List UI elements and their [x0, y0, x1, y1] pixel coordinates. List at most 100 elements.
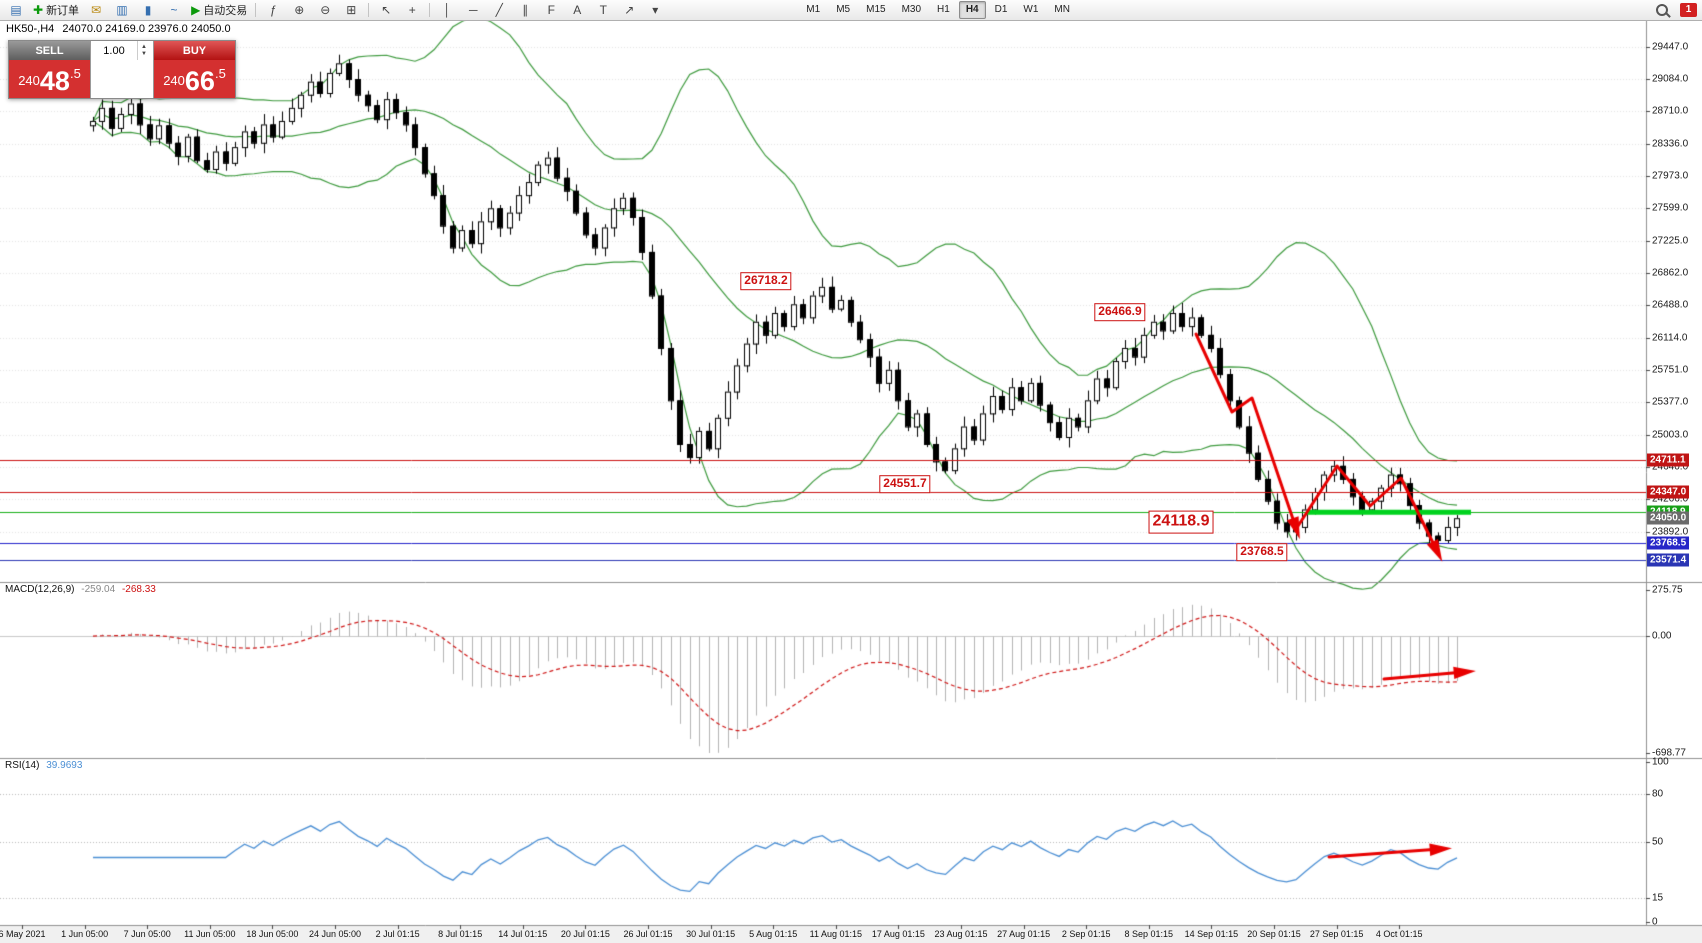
timeframe-MN[interactable]: MN	[1054, 4, 1070, 15]
timeframe-M5[interactable]: M5	[836, 4, 851, 15]
price-annotation[interactable]: 24551.7	[879, 475, 931, 493]
channel-icon[interactable]: ∥	[512, 1, 538, 20]
time-axis-label: 2 Jul 01:15	[375, 929, 420, 939]
fibonacci-icon[interactable]: F	[538, 1, 564, 20]
toolbar-right-group: 1	[1649, 1, 1699, 20]
shapes-dropdown-icon[interactable]: ▾	[642, 1, 668, 20]
tile-windows-icon[interactable]: ⊞	[338, 1, 364, 20]
time-axis-label: 23 Aug 01:15	[934, 929, 988, 939]
buy-price[interactable]: 240 66.5	[154, 60, 235, 98]
autotrading-icon: ▶	[191, 3, 201, 17]
buy-button[interactable]: BUY	[154, 41, 235, 60]
toolbar-separator	[255, 3, 257, 17]
history-center-icon[interactable]: ✉	[83, 1, 109, 20]
candlestick-mode-icon: ▮	[144, 3, 152, 17]
rsi-scale-label: 0	[1652, 916, 1658, 928]
new-chart-icon: ▤	[10, 3, 22, 17]
candlestick-mode-icon[interactable]: ▮	[135, 1, 161, 20]
search-icon[interactable]	[1649, 1, 1675, 20]
price-axis-tick: 28336.0	[1652, 138, 1689, 150]
timeframe-M30[interactable]: M30	[901, 4, 922, 15]
rsi-scale-label: 50	[1652, 836, 1664, 848]
time-axis-label: 24 Jun 05:00	[308, 929, 362, 939]
price-axis-tick: 25377.0	[1652, 396, 1689, 408]
timeframe-group: M1 M5 M15 M30 H1 H4 D1 W1 MN	[798, 1, 1078, 19]
timeframe-M15[interactable]: M15	[866, 4, 886, 15]
new-chart-icon[interactable]: ▤	[3, 1, 29, 20]
time-axis-label: 26 Jul 01:15	[623, 929, 673, 939]
price-axis-tick: 27225.0	[1652, 235, 1689, 247]
timeframe-M1[interactable]: M1	[806, 4, 821, 15]
new-order-icon: ✚	[33, 3, 44, 17]
price-digits: .5	[69, 66, 81, 81]
new-order-button-label: 新订单	[46, 5, 80, 17]
volume-up-icon[interactable]: ▲	[141, 43, 147, 50]
price-axis-tick: 26114.0	[1652, 332, 1688, 344]
price-axis-tick: 24266.0	[1652, 493, 1689, 505]
line-chart-mode-icon[interactable]: ~	[161, 1, 187, 20]
arrows-tool-icon[interactable]: ↗	[616, 1, 642, 20]
volume-input[interactable]	[91, 41, 137, 60]
horizontal-line-icon[interactable]: ─	[460, 1, 486, 20]
magnifier-icon	[1656, 4, 1668, 16]
indicators-icon: ƒ	[269, 3, 277, 17]
indicators-icon[interactable]: ƒ	[260, 1, 286, 20]
vertical-line-icon[interactable]: │	[434, 1, 460, 20]
zoom-out-icon: ⊖	[320, 3, 331, 17]
trendline-icon[interactable]: ╱	[486, 1, 512, 20]
timeframe-W1[interactable]: W1	[1023, 4, 1039, 15]
time-axis-label: 8 Jul 01:15	[438, 929, 483, 939]
macd-scale-label: 0.00	[1652, 630, 1672, 642]
channel-icon: ∥	[522, 3, 529, 17]
volume-down-icon[interactable]: ▼	[141, 50, 147, 57]
label-icon: T	[599, 3, 607, 17]
price-axis-badge: 23768.5	[1647, 536, 1690, 550]
cursor-icon: ↖	[381, 3, 392, 17]
timeframe-D1[interactable]: D1	[994, 4, 1008, 15]
text-icon: A	[573, 3, 582, 17]
cursor-icon[interactable]: ↖	[373, 1, 399, 20]
time-axis-label: 4 Oct 01:15	[1375, 929, 1423, 939]
price-annotation[interactable]: 23768.5	[1236, 543, 1288, 561]
price-axis-badge: 24050.0	[1647, 511, 1690, 525]
rsi-label: RSI(14) 39.9693	[5, 760, 86, 771]
timeframe-H4[interactable]: H4	[958, 1, 986, 19]
autotrading-button[interactable]: ▶ 自动交易	[187, 1, 251, 20]
rsi-value: 39.9693	[46, 760, 83, 771]
time-axis-label: 2 Sep 01:15	[1061, 929, 1111, 939]
time-axis-label: 17 Aug 01:15	[871, 929, 925, 939]
price-axis-tick: 26488.0	[1652, 299, 1689, 311]
toolbar-left-group: ▤ ✚ 新订单 ✉ ▥ ▮ ~ ▶ 自动交易 ƒ ⊕ ⊖ ⊞ ↖ + │ ─ ╱ ∥ F A T ↗ ▾	[3, 1, 668, 20]
price-axis-tick: 29084.0	[1652, 73, 1689, 85]
time-axis-label: 11 Jun 05:00	[184, 929, 236, 939]
new-order-button[interactable]: ✚ 新订单	[29, 1, 83, 20]
volume-spin-buttons: ▲ ▼	[137, 41, 150, 60]
rsi-scale-label: 15	[1652, 892, 1664, 904]
price-axis-tick: 27973.0	[1652, 170, 1689, 182]
bar-chart-mode-icon[interactable]: ▥	[109, 1, 135, 20]
zoom-out-icon[interactable]: ⊖	[312, 1, 338, 20]
price-annotation[interactable]: 26466.9	[1094, 303, 1146, 321]
label-icon[interactable]: T	[590, 1, 616, 20]
price-annotation[interactable]: 24118.9	[1148, 510, 1214, 534]
zoom-in-icon[interactable]: ⊕	[286, 1, 312, 20]
price-digits: 240	[163, 73, 185, 88]
crosshair-icon[interactable]: +	[399, 1, 425, 20]
time-axis-label: 30 Jul 01:15	[686, 929, 736, 939]
arrows-tool-icon: ↗	[624, 3, 635, 17]
shapes-dropdown-icon: ▾	[652, 3, 659, 17]
price-annotation[interactable]: 26718.2	[740, 272, 792, 290]
sell-button[interactable]: SELL	[9, 41, 90, 60]
timeframe-H1[interactable]: H1	[937, 4, 950, 15]
price-digits: 240	[18, 73, 40, 88]
time-axis-label: 20 Jul 01:15	[560, 929, 610, 939]
alert-badge[interactable]: 1	[1680, 3, 1697, 17]
sell-price[interactable]: 240 48.5	[9, 60, 90, 98]
price-axis-tick: 23892.0	[1652, 526, 1689, 538]
macd-value: -259.04	[81, 584, 116, 595]
fibonacci-icon: F	[547, 3, 555, 17]
price-axis-tick: 25751.0	[1652, 364, 1689, 376]
chart-ohlc-line: HK50-,H4 24070.0 24169.0 23976.0 24050.0	[6, 23, 236, 35]
text-icon[interactable]: A	[564, 1, 590, 20]
